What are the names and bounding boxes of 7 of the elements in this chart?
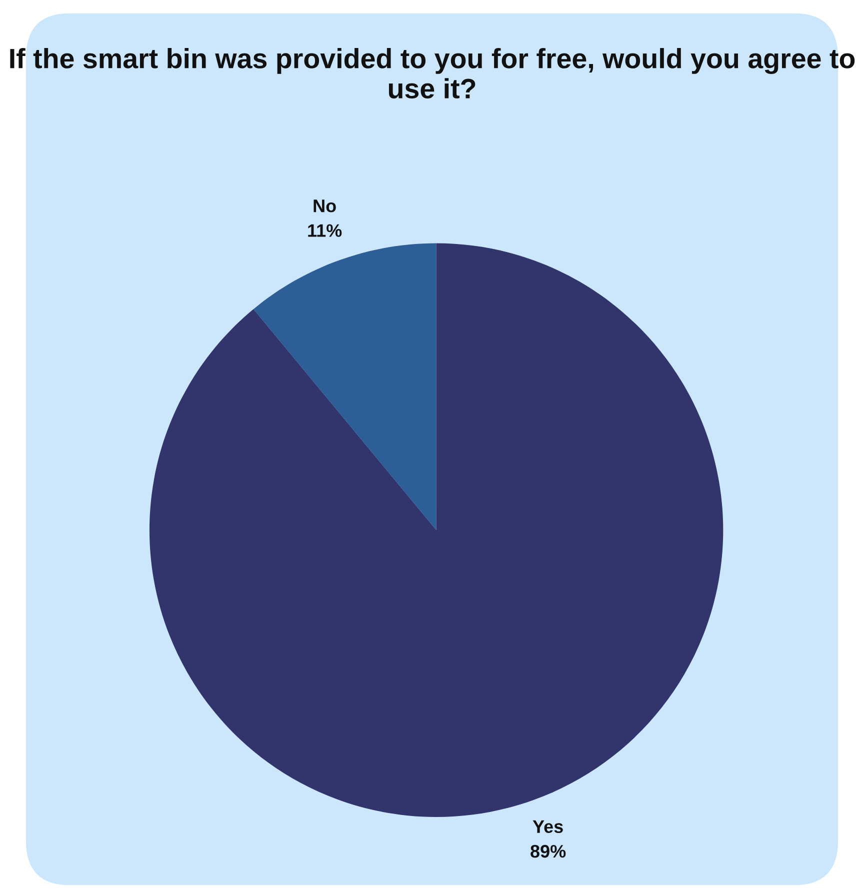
slice-label: No [314,200,336,212]
pie-slice [149,243,724,817]
data-label: 89% [530,844,566,858]
data-label: 11% [308,224,342,237]
pie-slice [253,243,436,530]
chart-title: If the smart bin was provided to you for free, would you agree to use it? [10,48,855,98]
slice-label: Yes [532,820,563,834]
